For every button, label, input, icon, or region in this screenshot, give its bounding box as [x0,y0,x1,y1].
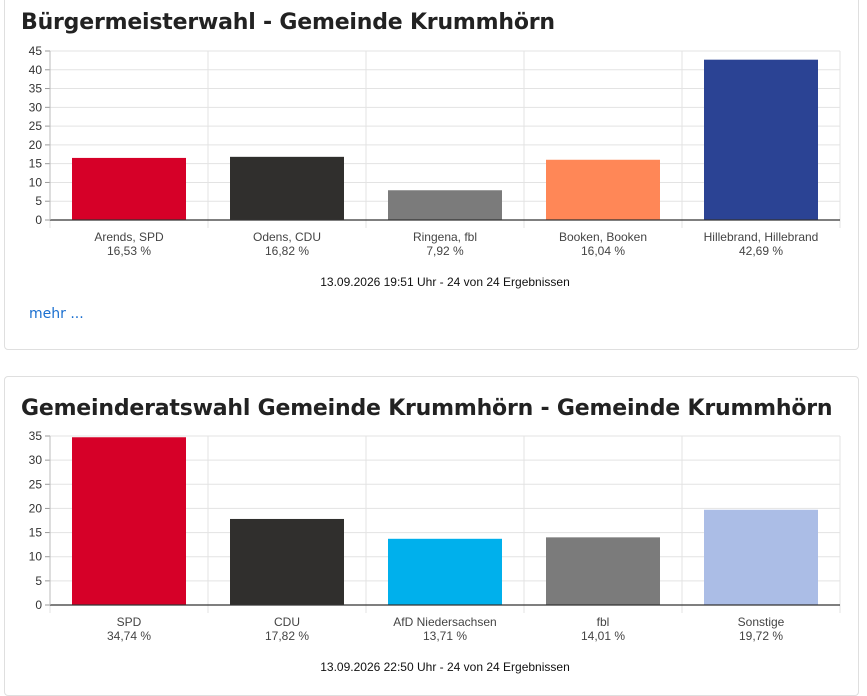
card-title: Bürgermeisterwahl - Gemeinde Krummhörn [21,10,555,35]
y-tick-label: 25 [29,477,43,491]
bar[interactable] [546,537,660,605]
bar[interactable] [230,156,344,220]
category-label: Ringena, fbl [413,230,477,244]
category-label: Odens, CDU [253,230,321,244]
bar[interactable] [704,509,818,605]
y-tick-label: 5 [35,194,42,208]
category-label: Booken, Booken [559,230,647,244]
chart-footer: 13.09.2026 22:50 Uhr - 24 von 24 Ergebni… [320,660,570,674]
y-tick-label: 10 [29,550,43,564]
y-tick-label: 30 [29,100,43,114]
value-label: 42,69 % [739,244,783,258]
category-label: SPD [117,615,142,629]
y-tick-label: 20 [29,138,43,152]
y-tick-label: 45 [29,44,43,58]
bar[interactable] [704,59,818,220]
bar[interactable] [230,518,344,605]
bar[interactable] [388,538,502,605]
value-label: 16,53 % [107,244,151,258]
value-label: 14,01 % [581,629,625,643]
value-label: 34,74 % [107,629,151,643]
y-tick-label: 15 [29,157,43,171]
y-tick-label: 0 [35,598,42,612]
category-label: CDU [274,615,300,629]
more-link[interactable]: mehr ... [29,306,84,322]
y-tick-label: 5 [35,574,42,588]
bar[interactable] [546,159,660,220]
value-label: 17,82 % [265,629,309,643]
y-tick-label: 30 [29,453,43,467]
category-label: AfD Niedersachsen [393,615,496,629]
value-label: 16,82 % [265,244,309,258]
category-label: Hillebrand, Hillebrand [704,230,819,244]
category-label: Arends, SPD [94,230,164,244]
y-tick-label: 40 [29,63,43,77]
value-label: 19,72 % [739,629,783,643]
category-label: fbl [597,615,610,629]
card-title: Gemeinderatswahl Gemeinde Krummhörn - Ge… [21,396,833,421]
bar[interactable] [388,190,502,220]
y-tick-label: 25 [29,119,43,133]
y-tick-label: 10 [29,175,43,189]
bar[interactable] [72,157,186,220]
value-label: 7,92 % [426,244,464,258]
y-tick-label: 20 [29,501,43,515]
chart-footer: 13.09.2026 19:51 Uhr - 24 von 24 Ergebni… [320,275,570,289]
bar[interactable] [72,437,186,605]
y-tick-label: 0 [35,213,42,227]
value-label: 13,71 % [423,629,467,643]
y-tick-label: 35 [29,82,43,96]
category-label: Sonstige [738,615,785,629]
y-tick-label: 35 [29,429,43,443]
y-tick-label: 15 [29,526,43,540]
value-label: 16,04 % [581,244,625,258]
